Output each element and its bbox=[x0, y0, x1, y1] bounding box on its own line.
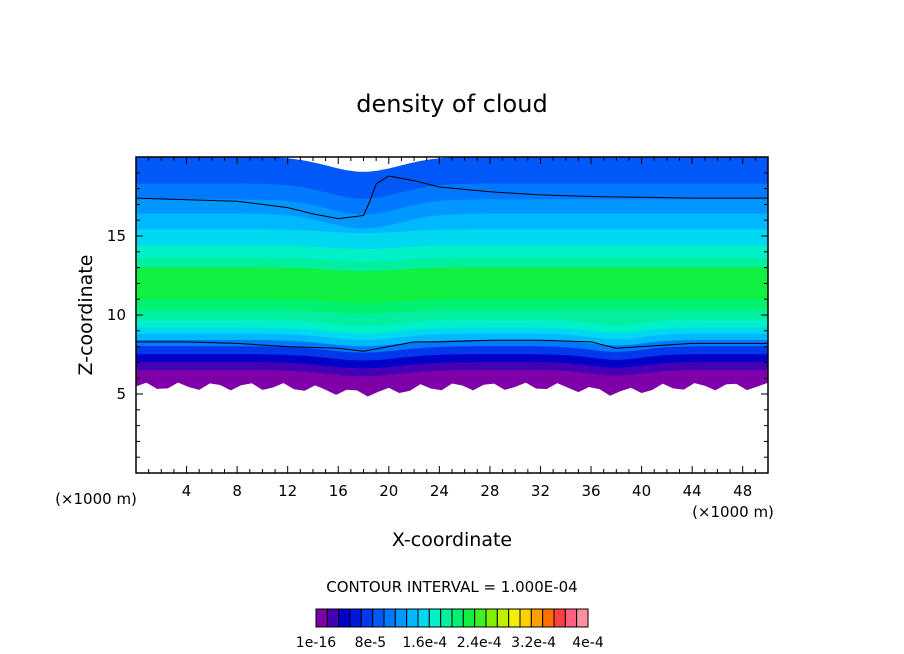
contour-lines bbox=[136, 175, 768, 352]
x-axis-ticks: 4 8 12 16 20 24 28 32 36 40 44 48 bbox=[148, 157, 756, 500]
colorbar-swatch bbox=[349, 608, 362, 628]
colorbar-swatch bbox=[326, 608, 340, 628]
x-tick-label: 36 bbox=[581, 482, 600, 500]
y-axis-ticks: 5 10 15 bbox=[107, 172, 768, 458]
colorbar-swatch bbox=[394, 608, 408, 628]
x-tick-label: 12 bbox=[278, 482, 297, 500]
colorbar-swatch bbox=[383, 608, 396, 628]
x-tick-label: 40 bbox=[632, 482, 651, 500]
colorbar bbox=[315, 608, 589, 628]
colorbar-swatch bbox=[553, 608, 566, 628]
x-tick-label: 28 bbox=[480, 482, 499, 500]
colorbar-swatch bbox=[508, 608, 521, 628]
colorbar-label: 3.2e-4 bbox=[511, 635, 556, 651]
x-tick-label: 24 bbox=[430, 482, 449, 500]
density-field bbox=[136, 157, 768, 397]
y-tick-label: 10 bbox=[107, 306, 126, 324]
colorbar-swatch bbox=[530, 608, 544, 628]
colorbar-swatch bbox=[360, 608, 374, 628]
density-band-17 bbox=[136, 370, 768, 397]
x-tick-label: 44 bbox=[683, 482, 702, 500]
colorbar-label: 2.4e-4 bbox=[457, 635, 502, 651]
colorbar-labels: 1e-16 8e-5 1.6e-4 2.4e-4 3.2e-4 4e-4 bbox=[296, 635, 604, 651]
x-tick-label: 8 bbox=[232, 482, 242, 500]
colorbar-swatch bbox=[542, 608, 555, 628]
colorbar-swatch bbox=[519, 608, 532, 628]
colorbar-swatch bbox=[372, 608, 385, 628]
density-band-7 bbox=[136, 267, 768, 304]
colorbar-swatch bbox=[451, 608, 464, 628]
x-tick-label: 32 bbox=[531, 482, 550, 500]
colorbar-swatch bbox=[406, 608, 419, 628]
contour-interval-label: CONTOUR INTERVAL = 1.000E-04 bbox=[326, 578, 577, 596]
colorbar-swatch bbox=[564, 608, 578, 628]
x-tick-label: 20 bbox=[379, 482, 398, 500]
y-unit-label: (×1000 m) bbox=[55, 490, 137, 508]
x-unit-label: (×1000 m) bbox=[692, 503, 774, 521]
colorbar-swatch bbox=[496, 608, 510, 628]
colorbar-swatch bbox=[315, 608, 328, 628]
colorbar-label: 8e-5 bbox=[355, 635, 386, 651]
chart-title: density of cloud bbox=[356, 90, 547, 118]
colorbar-label: 1.6e-4 bbox=[402, 635, 447, 651]
colorbar-swatch bbox=[417, 608, 430, 628]
x-tick-label: 48 bbox=[733, 482, 752, 500]
y-tick-label: 15 bbox=[107, 227, 126, 245]
colorbar-swatch bbox=[576, 608, 589, 628]
colorbar-label: 4e-4 bbox=[572, 635, 604, 651]
colorbar-swatch bbox=[338, 608, 351, 628]
colorbar-swatch bbox=[474, 608, 487, 628]
y-tick-label: 5 bbox=[116, 385, 126, 403]
contour-line-upper bbox=[136, 175, 768, 220]
colorbar-swatch bbox=[462, 608, 476, 628]
x-tick-label: 4 bbox=[182, 482, 192, 500]
colorbar-swatch bbox=[485, 608, 498, 628]
contour-line-lower bbox=[136, 339, 768, 352]
colorbar-swatch bbox=[428, 608, 442, 628]
y-axis-label: Z-coordinate bbox=[75, 255, 97, 376]
colorbar-swatch bbox=[440, 608, 453, 628]
x-axis-label: X-coordinate bbox=[392, 529, 512, 551]
x-tick-label: 16 bbox=[329, 482, 348, 500]
colorbar-label: 1e-16 bbox=[296, 635, 336, 651]
